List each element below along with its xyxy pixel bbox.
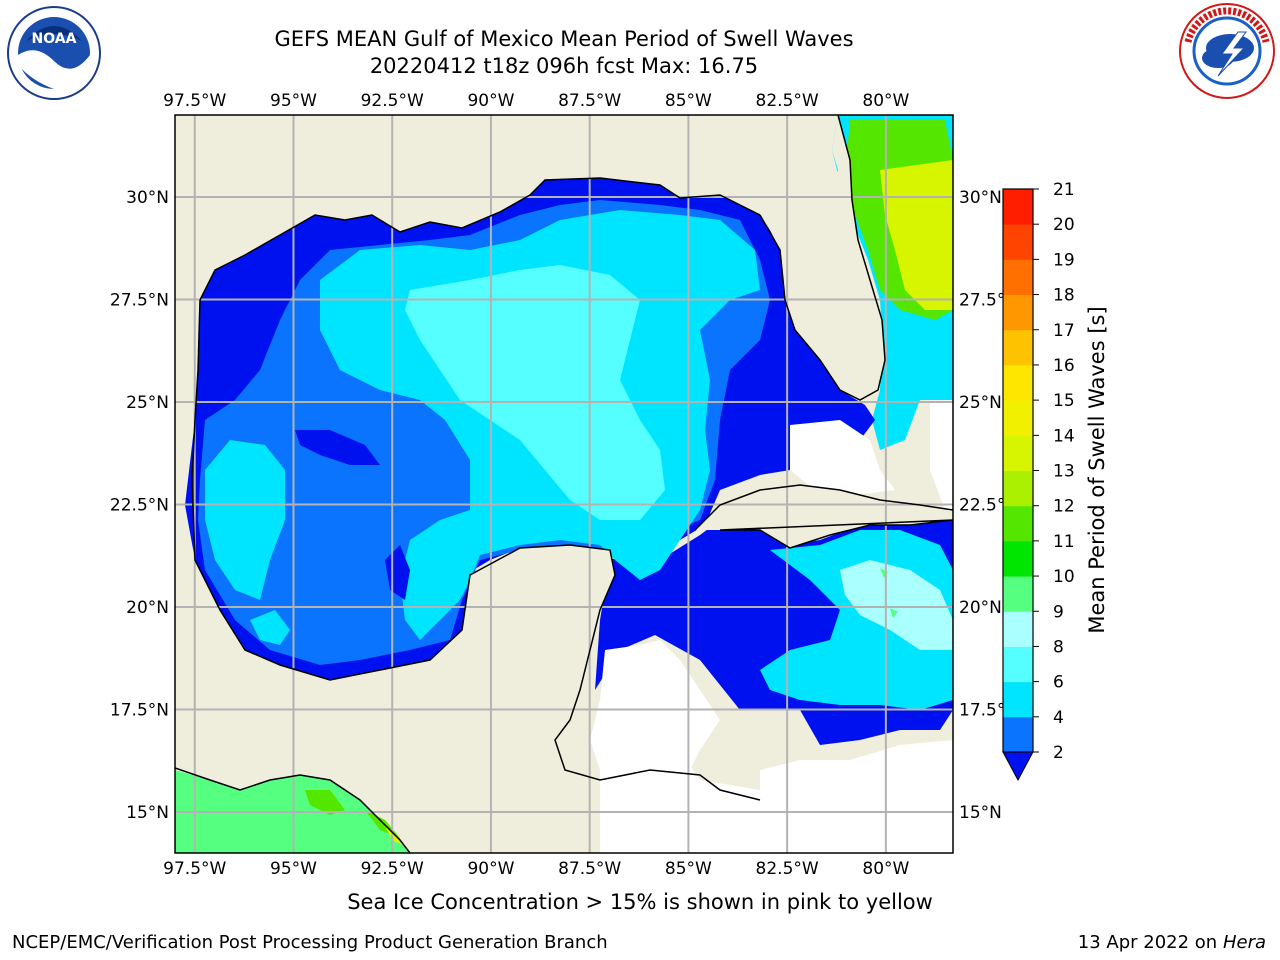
colorbar-tick-label: 11 [1053, 532, 1075, 552]
colorbar-tick-label: 10 [1053, 567, 1075, 587]
chart-subtitle: 20220412 t18z 096h fcst Max: 16.75 [369, 54, 759, 78]
y-tick-label-left: 22.5°N [110, 496, 169, 516]
noaa-logo: NOAA [7, 6, 101, 100]
x-tick-label-bottom: 92.5°W [361, 859, 424, 879]
colorbar-bin [1003, 611, 1033, 647]
credit-host: Hera [1222, 932, 1266, 953]
colorbar-bin [1003, 576, 1033, 612]
y-tick-label-left: 17.5°N [110, 701, 169, 721]
cuba-island [695, 485, 953, 548]
colorbar-bin [1003, 681, 1033, 718]
gulf-swell-field-6 [405, 265, 665, 520]
colorbar-tick-label: 15 [1053, 391, 1075, 411]
x-tick-label-bottom: 97.5°W [163, 859, 226, 879]
colorbar-bin [1003, 540, 1033, 577]
y-tick-labels-left: 30°N 27.5°N 25°N 22.5°N 20°N 17.5°N 15°N [110, 188, 169, 823]
x-tick-label-top: 97.5°W [163, 91, 226, 111]
colorbar-tick-label: 12 [1053, 497, 1075, 517]
credit-right: 13 Apr 2022 on Hera [1078, 932, 1266, 953]
y-tick-label-left: 20°N [126, 598, 169, 618]
x-tick-label-top: 82.5°W [756, 91, 819, 111]
west-gulf-swell-field-4 [205, 440, 285, 600]
y-tick-label-right: 30°N [959, 188, 1002, 208]
x-tick-label-bottom: 87.5°W [558, 859, 621, 879]
undefined-region-5 [930, 400, 953, 510]
pacific-swell-field-11 [305, 790, 400, 838]
undefined-region-4 [600, 765, 760, 853]
colorbar-bin [1003, 646, 1033, 683]
x-tick-label-bottom: 95°W [270, 859, 317, 879]
x-tick-label-top: 85°W [665, 91, 712, 111]
undefined-region-2 [790, 420, 895, 495]
gridlines [175, 115, 953, 853]
colorbar-tick-label: 4 [1053, 708, 1064, 728]
map-frame [174, 114, 954, 854]
coastline-mexico [191, 299, 761, 801]
y-tick-label-left: 27.5°N [110, 291, 169, 311]
colorbar-bin [1003, 435, 1033, 471]
footnote: Sea Ice Concentration > 15% is shown in … [347, 890, 933, 914]
colorbar-bin [1003, 505, 1033, 542]
colorbar-label: Mean Period of Swell Waves [s] [1085, 306, 1109, 633]
west-gulf-dark-patch [295, 430, 380, 465]
colorbar-tick-label: 2 [1053, 743, 1064, 763]
x-tick-label-bottom: 80°W [862, 859, 909, 879]
colorbar-tick-label: 16 [1053, 356, 1075, 376]
svg-text:NOAA: NOAA [32, 31, 77, 47]
x-tick-label-top: 95°W [270, 91, 317, 111]
colorbar-bin [1003, 189, 1033, 225]
colorbar-tick-label: 19 [1053, 250, 1075, 270]
coastline-west [199, 177, 761, 301]
x-tick-label-bottom: 85°W [665, 859, 712, 879]
coastline-pacific [175, 767, 411, 853]
caribbean-swell-field-9 [880, 568, 898, 618]
coastline-cuba [694, 484, 953, 549]
chart-title: GEFS MEAN Gulf of Mexico Mean Period of … [274, 27, 854, 51]
colorbar-bin [1003, 294, 1033, 331]
florida-peninsula [760, 115, 885, 400]
coastline-florida [759, 115, 886, 401]
colorbar-tick-label: 13 [1053, 462, 1075, 482]
colorbar-bin [1003, 716, 1033, 753]
x-tick-label-top: 90°W [467, 91, 514, 111]
y-tick-label-right: 15°N [959, 803, 1002, 823]
colorbar-tick-label: 20 [1053, 215, 1075, 235]
x-tick-label-top: 92.5°W [361, 91, 424, 111]
yucatan-peninsula [462, 545, 615, 740]
caribbean-swell-field-8 [840, 560, 953, 650]
undefined-region-3 [760, 740, 953, 853]
y-tick-label-right: 25°N [959, 393, 1002, 413]
colorbar-tick-label: 14 [1053, 426, 1075, 446]
colorbar-bin [1003, 259, 1033, 296]
credit-date: 13 Apr 2022 on [1077, 932, 1223, 953]
colorbar-bin [1003, 364, 1033, 401]
colorbar-tick-label: 18 [1053, 286, 1075, 306]
colorbar-tick-label: 6 [1053, 673, 1064, 693]
colorbar-extend-min [1002, 751, 1034, 782]
x-tick-label-bottom: 90°W [467, 859, 514, 879]
x-tick-label-top: 87.5°W [558, 91, 621, 111]
colorbar-bin [1003, 470, 1033, 507]
colorbar: 2 4 6 8 9 10 11 12 13 14 15 16 17 18 19 20 21 [1002, 180, 1075, 782]
colorbar-tick-label: 9 [1053, 602, 1064, 622]
colorbar-bin [1003, 329, 1033, 366]
colorbar-bin [1003, 400, 1033, 436]
colorbar-tick-label: 17 [1053, 321, 1075, 341]
x-tick-label-bottom: 82.5°W [756, 859, 819, 879]
colorbar-tick-label: 8 [1053, 637, 1064, 657]
x-tick-labels-top: 97.5°W 95°W 92.5°W 90°W 87.5°W 85°W 82.5°W 80°W [163, 91, 909, 111]
nws-logo [1179, 3, 1275, 99]
y-tick-label-right: 20°N [959, 598, 1002, 618]
y-tick-label-left: 30°N [126, 188, 169, 208]
map-area [175, 115, 953, 853]
credit-left: NCEP/EMC/Verification Post Processing Pr… [12, 932, 608, 953]
x-tick-labels-bottom: 97.5°W 95°W 92.5°W 90°W 87.5°W 85°W 82.5°W 80°W [163, 859, 909, 879]
colorbar-bin [1003, 224, 1033, 260]
y-tick-label-left: 25°N [126, 393, 169, 413]
x-tick-label-top: 80°W [862, 91, 909, 111]
y-tick-label-left: 15°N [126, 803, 169, 823]
colorbar-tick-label: 21 [1053, 180, 1075, 200]
west-gulf-swell-field-4b [250, 610, 290, 645]
